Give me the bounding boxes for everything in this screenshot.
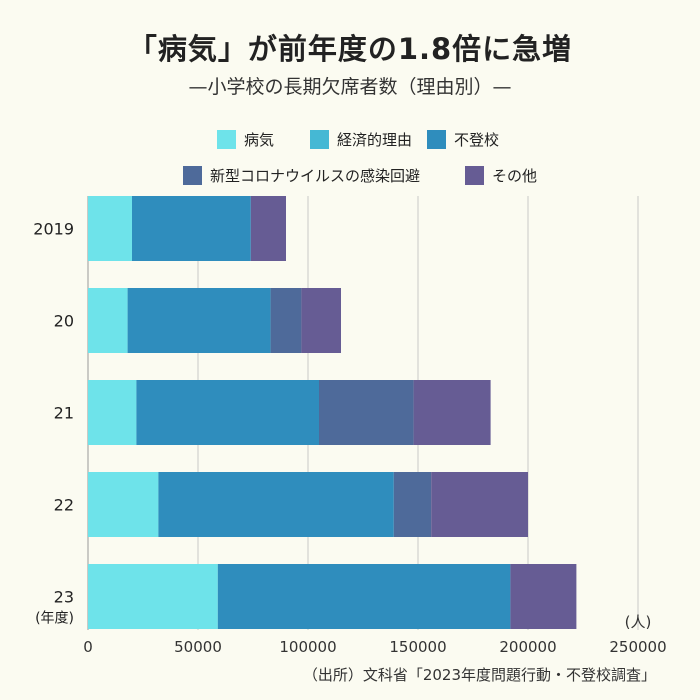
bar-segment xyxy=(413,380,491,445)
bar-segment xyxy=(88,472,159,537)
source-note: （出所）文科省「2023年度問題行動・不登校調査」 xyxy=(302,666,656,684)
bars xyxy=(88,196,577,629)
legend-swatch xyxy=(310,130,329,149)
bar-segment xyxy=(510,564,577,629)
legend-swatch xyxy=(217,130,236,149)
legend-label: 新型コロナウイルスの感染回避 xyxy=(210,167,420,185)
x-tick-label: 200000 xyxy=(499,638,556,656)
bar-segment xyxy=(127,288,271,353)
x-tick-label: 250000 xyxy=(609,638,666,656)
legend-label: 不登校 xyxy=(454,131,499,149)
y-axis-labels: 2019 20 21 22 23 (年度) xyxy=(33,220,74,627)
y-tick-label: 20 xyxy=(54,312,74,331)
bar-segment xyxy=(250,196,286,261)
bar-segment xyxy=(88,196,132,261)
x-axis-labels: 0 50000 100000 150000 200000 250000 (人) xyxy=(83,613,666,656)
bar-segment xyxy=(158,472,394,537)
y-tick-label: 22 xyxy=(54,496,74,515)
bar-segment xyxy=(132,196,251,261)
bar-segment xyxy=(136,380,319,445)
bar-segment xyxy=(270,288,302,353)
bar-segment xyxy=(217,564,511,629)
bar-segment xyxy=(88,288,128,353)
legend-swatch xyxy=(183,166,202,185)
x-tick-label: 150000 xyxy=(389,638,446,656)
bar-segment xyxy=(393,472,432,537)
category-suffix: (年度) xyxy=(35,611,74,627)
y-tick-label: 2019 xyxy=(33,220,74,239)
x-tick-label: 100000 xyxy=(279,638,336,656)
bar-segment xyxy=(88,564,218,629)
y-tick-label: 23 xyxy=(54,588,74,607)
legend-label: 病気 xyxy=(244,131,274,149)
legend-label: その他 xyxy=(492,167,537,185)
unit-label: (人) xyxy=(625,613,652,631)
legend-label: 経済的理由 xyxy=(337,131,412,149)
x-tick-label: 50000 xyxy=(174,638,222,656)
chart-subtitle: —小学校の長期欠席者数（理由別）— xyxy=(188,76,512,98)
x-tick-label: 0 xyxy=(83,638,93,656)
bar-segment xyxy=(431,472,528,537)
legend-swatch xyxy=(465,166,484,185)
bar-segment xyxy=(88,380,137,445)
chart-title: 「病気」が前年度の1.8倍に急増 xyxy=(127,32,573,66)
bar-segment xyxy=(319,380,414,445)
y-tick-label: 21 xyxy=(54,404,74,423)
legend-swatch xyxy=(427,130,446,149)
bar-segment xyxy=(301,288,341,353)
